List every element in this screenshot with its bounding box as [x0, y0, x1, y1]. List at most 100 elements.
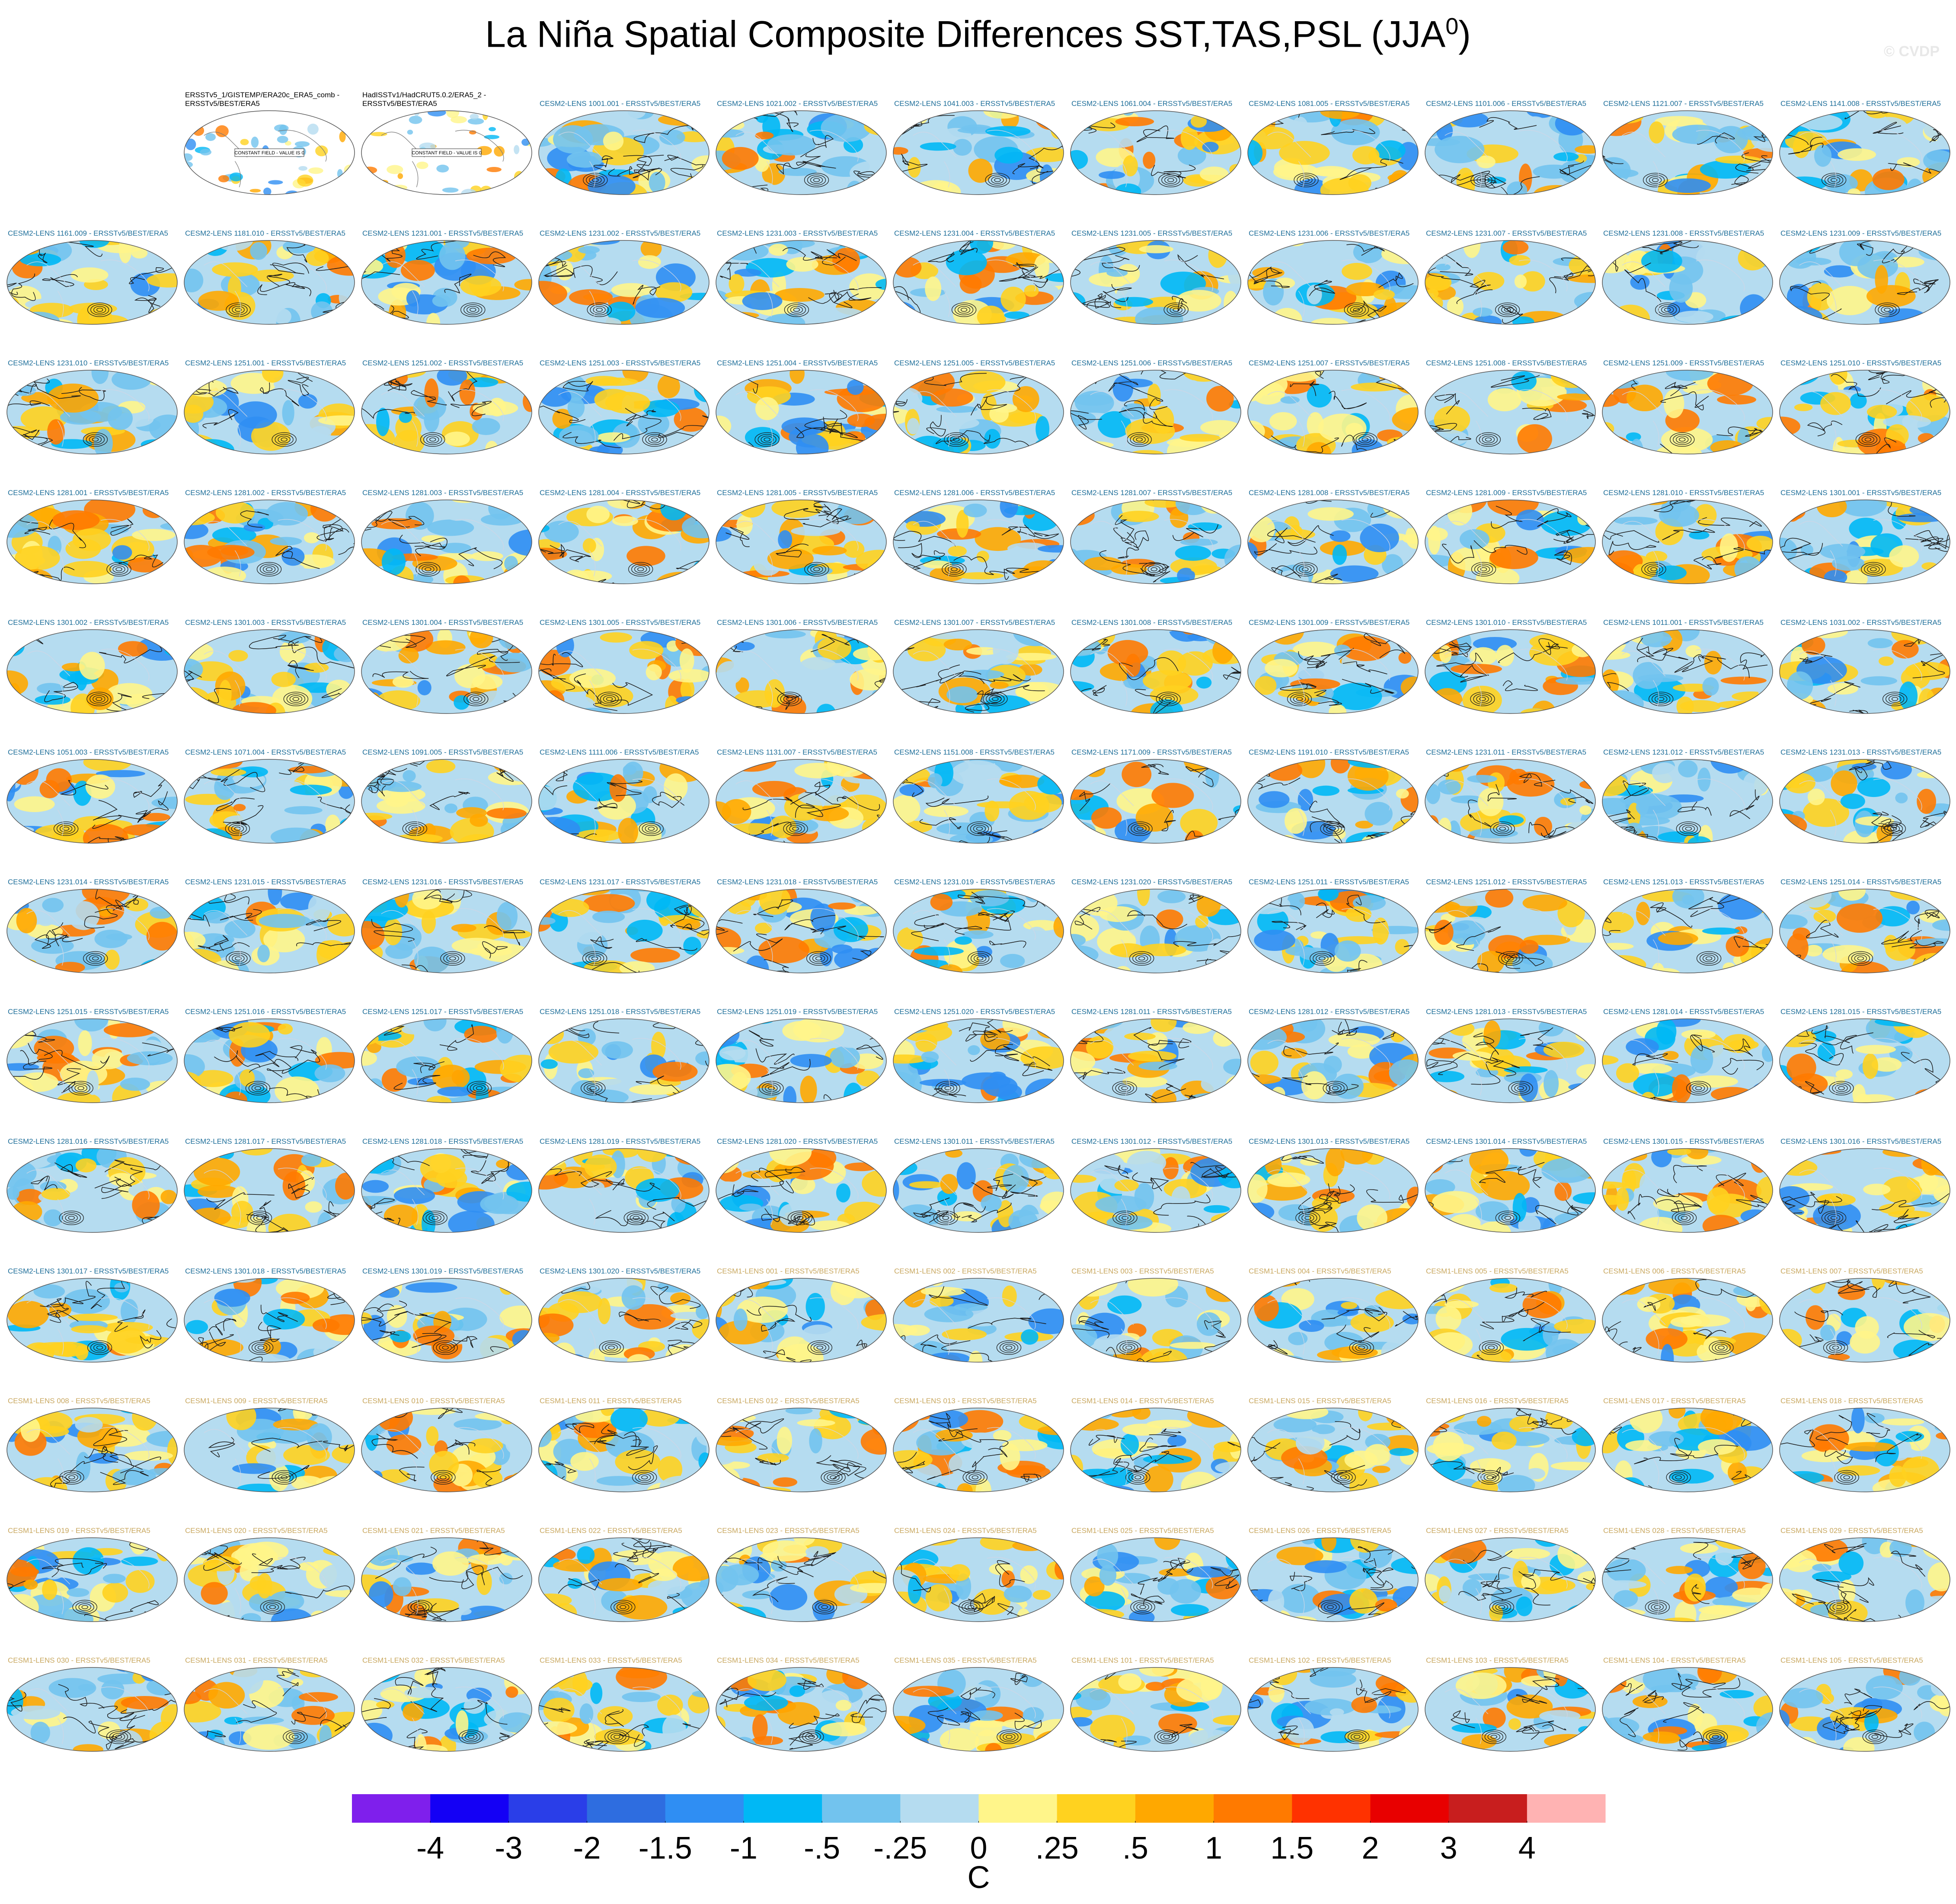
coastline — [735, 130, 859, 187]
psl-contour — [897, 672, 985, 691]
psl-contour — [1835, 1084, 1848, 1092]
map-blob — [716, 1181, 746, 1191]
map-blob — [836, 1183, 850, 1203]
map-blob — [582, 538, 596, 553]
map-blob — [755, 397, 779, 420]
psl-contour — [1749, 428, 1773, 436]
psl-contour — [1350, 306, 1363, 314]
map-blob — [583, 894, 635, 913]
map-blob — [1652, 762, 1678, 784]
psl-contour — [19, 1030, 55, 1043]
map-blob — [1513, 131, 1550, 141]
psl-contour — [1108, 374, 1138, 392]
psl-contour — [1428, 267, 1486, 288]
psl-contour — [1882, 691, 1908, 707]
psl-contour — [1753, 121, 1773, 142]
map-blob — [1477, 950, 1505, 973]
psl-contour — [1676, 821, 1701, 836]
panel-label-text: CESM2-LENS 1251.006 - ERSSTv5/BEST/ERA5 — [1071, 359, 1233, 367]
map-blob — [758, 937, 809, 963]
map-outline — [1070, 759, 1241, 844]
psl-contour — [1071, 410, 1102, 430]
map-blob — [959, 371, 1006, 394]
map — [716, 370, 887, 454]
map-blob — [1135, 307, 1183, 324]
psl-contour — [580, 1171, 625, 1187]
psl-contour — [1871, 1193, 1950, 1210]
map-blob — [239, 1149, 273, 1156]
map-blob — [1524, 116, 1546, 128]
psl-contour — [1477, 565, 1490, 573]
map-blob — [464, 1026, 498, 1043]
psl-contour — [1851, 953, 1870, 964]
map-outline — [893, 629, 1064, 714]
psl-contour — [1655, 302, 1680, 317]
coastline — [1445, 1038, 1568, 1095]
map-blob — [38, 918, 53, 926]
psl-contour — [977, 674, 1031, 682]
psl-contour — [1190, 1162, 1229, 1178]
psl-contour — [1641, 562, 1666, 577]
map-field — [1602, 1019, 1773, 1103]
coastline — [1090, 908, 1213, 966]
map-blob — [192, 1070, 233, 1087]
map — [893, 370, 1064, 454]
map-blob — [1134, 630, 1174, 633]
map-blob — [43, 1209, 63, 1226]
psl-contour — [789, 825, 802, 833]
map-blob — [41, 1188, 70, 1200]
psl-contour — [1674, 654, 1704, 673]
psl-contour — [129, 267, 173, 285]
psl-contour — [761, 1208, 796, 1222]
map-blob — [1667, 1149, 1691, 1155]
map-blob — [1553, 152, 1579, 161]
map-outline — [1070, 1018, 1241, 1103]
map-blob — [695, 1051, 709, 1066]
panel-label-text: CESM2-LENS 1281.012 - ERSSTv5/BEST/ERA5 — [1249, 1008, 1410, 1016]
map-blob — [499, 929, 531, 939]
map-field — [1602, 759, 1773, 843]
map-blob — [1517, 424, 1552, 454]
map-blob — [1756, 1176, 1773, 1204]
psl-contour — [77, 1086, 84, 1091]
map-blob — [951, 760, 1002, 786]
panel-label-text: CESM2-LENS 1251.009 - ERSSTv5/BEST/ERA5 — [1603, 359, 1764, 367]
map-blob — [1889, 545, 1919, 568]
map-blob — [629, 641, 664, 659]
psl-contour — [787, 304, 806, 316]
map-outline — [1247, 629, 1419, 714]
map-blob — [147, 273, 177, 288]
map-blob — [984, 429, 1001, 449]
coastline — [1445, 908, 1568, 966]
map-blob — [1473, 307, 1493, 317]
map-blob — [1473, 315, 1502, 324]
map-blob — [781, 417, 827, 436]
psl-contour — [1323, 1081, 1348, 1096]
psl-contour — [1425, 423, 1457, 432]
psl-contour — [338, 543, 355, 557]
map-blob — [933, 416, 979, 429]
psl-contour — [134, 295, 160, 313]
psl-contour — [837, 796, 880, 811]
psl-contour — [970, 823, 989, 835]
map — [6, 370, 178, 454]
map-outline — [1070, 110, 1241, 195]
psl-contour — [552, 652, 583, 667]
psl-contour — [648, 435, 661, 444]
coastline — [1622, 389, 1745, 447]
map-field — [893, 630, 1064, 714]
psl-contour — [1646, 174, 1665, 186]
map-blob — [618, 818, 639, 843]
map-blob — [943, 638, 972, 651]
map-blob — [893, 406, 910, 425]
psl-contour — [1528, 822, 1579, 836]
map-blob — [1651, 1149, 1672, 1168]
coastline — [1090, 1038, 1213, 1095]
map-blob — [1138, 943, 1186, 957]
psl-contour — [7, 282, 18, 295]
panel-label-text: CESM2-LENS 1231.003 - ERSSTv5/BEST/ERA5 — [717, 229, 878, 237]
map-blob — [914, 947, 964, 956]
panel-label: CESM2-LENS 1141.008 - ERSSTv5/BEST/ERA5 — [1780, 82, 1953, 108]
psl-contour — [1135, 954, 1148, 963]
map-blob — [1726, 935, 1749, 957]
